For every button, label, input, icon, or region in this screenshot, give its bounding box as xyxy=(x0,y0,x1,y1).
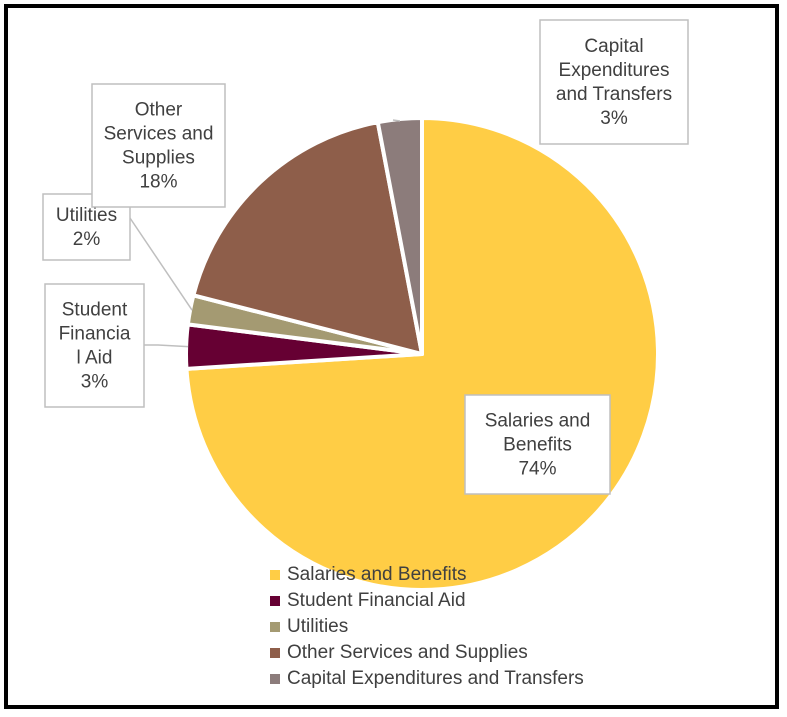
legend-item-salaries-and-benefits: Salaries and Benefits xyxy=(270,564,467,585)
leader-line-capital-expenditures-and-transfers xyxy=(392,119,401,122)
data-label-line: Benefits xyxy=(503,435,572,456)
legend-swatch xyxy=(270,596,280,606)
data-label-line: Utilities xyxy=(56,205,117,226)
data-label-box xyxy=(91,83,226,208)
data-label-line: Student xyxy=(62,300,128,321)
legend: Salaries and Benefits Student Financial A… xyxy=(270,564,584,689)
pie-slice-other-services-and-supplies xyxy=(191,120,424,356)
leader-line-utilities xyxy=(129,217,193,311)
legend-label: Capital Expenditures and Transfers xyxy=(287,668,584,689)
pie-chart: Salaries and Benefits 74% Student Financia l … xyxy=(42,19,689,689)
data-label-other-services-and-supplies: Other Services and Supplies 18% xyxy=(91,83,226,208)
leader-lines xyxy=(129,119,401,348)
legend-label: Student Financial Aid xyxy=(287,590,466,611)
data-label-student-financial-aid: Student Financia l Aid 3% xyxy=(44,283,145,408)
data-label-line: and Transfers xyxy=(556,84,672,105)
legend-item-utilities: Utilities xyxy=(270,616,348,637)
legend-item-capital-expenditures-and-transfers: Capital Expenditures and Transfers xyxy=(270,668,584,689)
data-label-line: Salaries and xyxy=(485,411,591,432)
data-label-line: Capital xyxy=(584,36,643,57)
data-label-line: 2% xyxy=(73,229,101,250)
data-label-box xyxy=(539,19,689,145)
data-label-line: Supplies xyxy=(122,148,195,169)
legend-swatch xyxy=(270,674,280,684)
leader-line-student-financial-aid xyxy=(144,344,189,348)
data-label-box xyxy=(44,283,145,408)
data-label-line: 3% xyxy=(81,372,109,393)
data-label-capital-expenditures-and-transfers: Capital Expenditures and Transfers 3% xyxy=(539,19,689,145)
legend-item-student-financial-aid: Student Financial Aid xyxy=(270,590,466,611)
legend-label: Other Services and Supplies xyxy=(287,642,528,663)
data-label-line: Financia xyxy=(59,324,131,345)
pie-slice-capital-expenditures-and-transfers xyxy=(375,116,424,356)
data-label-line: 3% xyxy=(600,108,628,129)
data-label-line: 74% xyxy=(518,459,556,480)
legend-swatch xyxy=(270,648,280,658)
legend-swatch xyxy=(270,570,280,580)
data-labels: Salaries and Benefits 74% Student Financia l … xyxy=(42,19,689,495)
legend-label: Utilities xyxy=(287,616,348,637)
chart-frame: Salaries and Benefits 74% Student Financia l … xyxy=(4,4,779,709)
data-label-line: Services and xyxy=(104,124,214,145)
legend-item-other-services-and-supplies: Other Services and Supplies xyxy=(270,642,528,663)
legend-label: Salaries and Benefits xyxy=(287,564,467,585)
data-label-salaries-and-benefits: Salaries and Benefits 74% xyxy=(464,394,611,495)
pie-slices xyxy=(184,116,661,592)
legend-swatch xyxy=(270,622,280,632)
data-label-line: Other xyxy=(135,100,183,121)
data-label-box xyxy=(464,394,611,495)
data-label-line: Expenditures xyxy=(559,60,670,81)
data-label-line: 18% xyxy=(139,172,177,193)
data-label-line: l Aid xyxy=(77,348,113,369)
